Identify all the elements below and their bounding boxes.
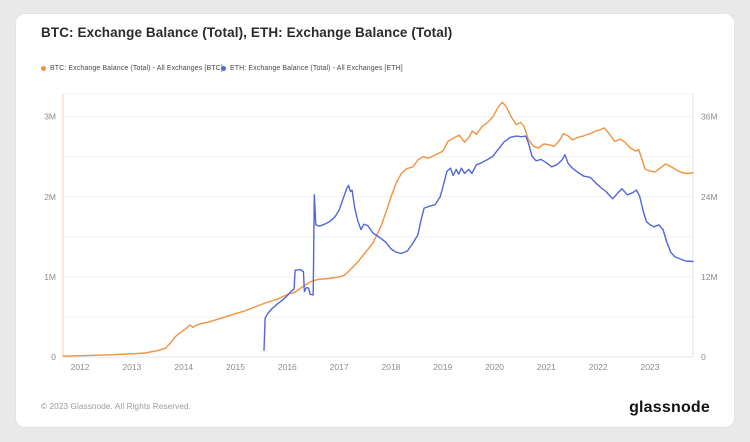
exchange-balance-chart[interactable]: 0 1M 2M 3M 0 12M 24M 36M 2012 2013 2014 2015 2016 201… [16, 14, 734, 427]
btc-series-dot-icon [41, 66, 46, 71]
glassnode-logo: glassnode [629, 399, 710, 416]
left-axis-tick-label: 1M [44, 272, 56, 282]
legend-label-btc: BTC: Exchange Balance (Total) - All Exch… [50, 65, 223, 72]
x-axis-tick-label: 2016 [278, 362, 297, 372]
right-axis-tick-label: 0 [701, 352, 706, 362]
right-axis-tick-label: 12M [701, 272, 718, 282]
right-axis-tick-label: 36M [701, 112, 718, 122]
left-axis-tick-label: 3M [44, 112, 56, 122]
eth-series-line [263, 135, 694, 351]
legend-item-eth[interactable]: ETH: Exchange Balance (Total) - All Exch… [221, 65, 403, 72]
left-axis-tick-label: 0 [51, 352, 56, 362]
x-axis-tick-label: 2021 [537, 362, 556, 372]
x-axis-tick-label: 2018 [381, 362, 400, 372]
x-axis-tick-label: 2023 [641, 362, 660, 372]
btc-series-line [62, 101, 694, 357]
right-axis-tick-label: 24M [701, 192, 718, 202]
x-axis-tick-label: 2019 [433, 362, 452, 372]
chart-legend: BTC: Exchange Balance (Total) - All Exch… [16, 65, 734, 79]
legend-item-btc[interactable]: BTC: Exchange Balance (Total) - All Exch… [41, 65, 223, 72]
chart-card: BTC: Exchange Balance (Total), ETH: Exch… [15, 13, 735, 428]
x-axis-tick-label: 2015 [226, 362, 245, 372]
x-axis-tick-label: 2020 [485, 362, 504, 372]
left-axis-tick-label: 2M [44, 192, 56, 202]
eth-series-dot-icon [221, 66, 226, 71]
copyright-text: © 2023 Glassnode. All Rights Reserved. [41, 402, 192, 411]
x-axis-tick-label: 2017 [330, 362, 349, 372]
x-axis-tick-label: 2022 [589, 362, 608, 372]
x-axis-tick-label: 2014 [174, 362, 193, 372]
page-title: BTC: Exchange Balance (Total), ETH: Exch… [41, 25, 453, 40]
x-axis-tick-label: 2012 [71, 362, 90, 372]
x-axis-tick-label: 2013 [122, 362, 141, 372]
legend-label-eth: ETH: Exchange Balance (Total) - All Exch… [230, 65, 403, 72]
